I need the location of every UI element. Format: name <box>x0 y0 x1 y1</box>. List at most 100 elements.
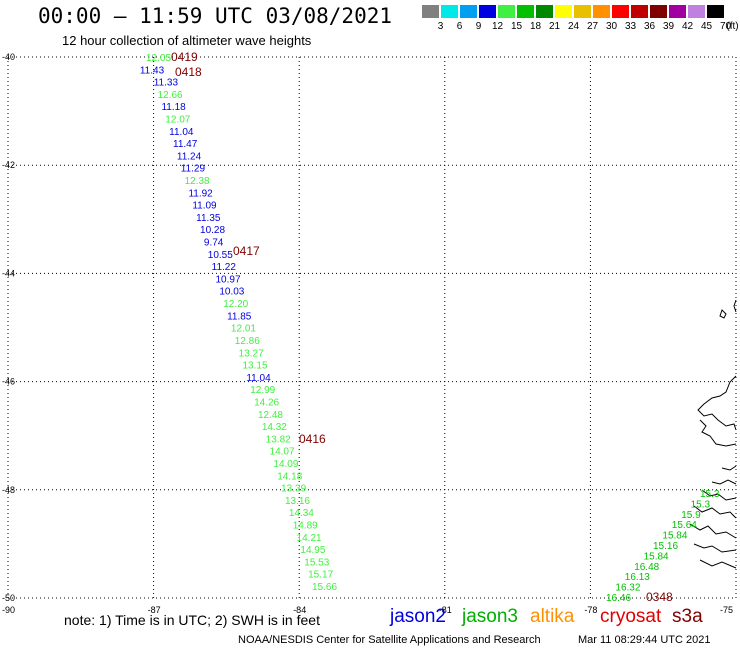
wave-height-value: 11.22 <box>212 262 237 273</box>
wave-height-value: 14.34 <box>289 508 314 519</box>
wave-height-value: 11.09 <box>192 201 217 212</box>
colorbar-swatch <box>536 5 553 18</box>
wave-height-value: 15.9 <box>681 510 701 521</box>
longitude-label: -78 <box>584 605 597 615</box>
wave-height-value: 14.18 <box>277 471 302 482</box>
colorbar-swatch <box>593 5 610 18</box>
wave-height-value: 12.01 <box>231 324 256 335</box>
latitude-label: -48 <box>2 485 15 495</box>
colorbar-swatch <box>479 5 496 18</box>
wave-height-value: 14.07 <box>270 447 295 458</box>
latitude-label: -44 <box>2 268 15 278</box>
wave-height-value: 12.07 <box>165 115 190 126</box>
longitude-label: -75 <box>720 605 733 615</box>
generated-timestamp: Mar 11 08:29:44 UTC 2021 <box>578 634 711 646</box>
wave-height-value: 15.66 <box>312 582 337 593</box>
map-title: 00:00 – 11:59 UTC 03/08/2021 <box>38 4 393 28</box>
coastline-segment <box>711 479 737 485</box>
colorbar-label: 24 <box>567 21 580 32</box>
colorbar-label: 45 <box>700 21 713 32</box>
wave-height-value: 10.55 <box>208 250 233 261</box>
wave-height-value: 15.64 <box>672 520 697 531</box>
colorbar-swatch <box>707 5 724 18</box>
colorbar-label: 42 <box>681 21 694 32</box>
legend-jason3: jason3 <box>462 606 518 627</box>
legend-cryosat: cryosat <box>600 606 662 627</box>
colorbar-swatch <box>517 5 534 18</box>
wave-height-value: 11.35 <box>196 213 221 224</box>
wave-height-value: 14.95 <box>300 545 325 556</box>
coastline-segment <box>719 309 727 319</box>
colorbar-swatch <box>612 5 629 18</box>
wave-height-value: 11.04 <box>246 373 271 384</box>
wave-height-value: 14.26 <box>254 397 279 408</box>
colorbar-swatch <box>422 5 439 18</box>
wave-height-value: 12.48 <box>258 410 283 421</box>
axis-labels: -40 -42 -44 -46 -48 -50 -90 -87 -84 -81 -78 -75 <box>2 52 733 615</box>
colorbar-unit: (ft) <box>726 21 739 32</box>
wave-height-value: 12.20 <box>223 299 248 310</box>
colorbar-label: 30 <box>605 21 618 32</box>
wave-height-value: 11.47 <box>173 139 198 150</box>
time-label: 0417 <box>233 244 260 258</box>
coastline-segment <box>699 559 737 569</box>
wave-height-value: 12.05 <box>146 53 171 64</box>
legend-jason2: jason2 <box>390 606 446 627</box>
wave-height-value: 15.3 <box>691 499 711 510</box>
wave-height-value: 16.48 <box>634 562 659 573</box>
wave-height-value: 15.84 <box>644 551 669 562</box>
wave-height-value: 13.16 <box>285 496 310 507</box>
colorbar-swatch <box>555 5 572 18</box>
colorbar-label: 18 <box>529 21 542 32</box>
wave-height-value: 10.97 <box>215 274 240 285</box>
wave-height-value: 13.82 <box>266 434 291 445</box>
wave-height-value: 13.27 <box>239 348 264 359</box>
colorbar-swatch <box>460 5 477 18</box>
legend-altika: altika <box>530 606 575 627</box>
colorbar-label: 70 <box>719 21 732 32</box>
wave-height-value: 14.89 <box>293 520 318 531</box>
colorbar-swatch <box>631 5 648 18</box>
wave-height-value: 12.66 <box>158 90 183 101</box>
longitude-label: -87 <box>148 605 161 615</box>
wave-height-value: 11.18 <box>161 102 186 113</box>
time-label: 0416 <box>299 432 326 446</box>
longitude-label: -84 <box>293 605 306 615</box>
wave-height-value: 10.03 <box>219 287 244 298</box>
latitude-label: -40 <box>2 52 15 62</box>
wave-height-value: 14.32 <box>262 422 287 433</box>
colorbar-swatch <box>669 5 686 18</box>
coastline <box>689 299 737 569</box>
wave-height-value: 10.28 <box>200 225 225 236</box>
wave-height-value: 11.43 <box>140 65 165 76</box>
lat-lon-grid <box>7 56 737 599</box>
wave-height-value: 12.86 <box>235 336 260 347</box>
colorbar-swatch <box>650 5 667 18</box>
wave-height-value: 15.16 <box>653 541 678 552</box>
colorbar-swatch <box>441 5 458 18</box>
wave-height-value: 11.29 <box>181 164 206 175</box>
wave-height-value: 15.3 <box>700 489 720 500</box>
colorbar-swatch <box>574 5 591 18</box>
colorbar-label: 9 <box>475 21 482 32</box>
wave-height-value: 11.04 <box>169 127 194 138</box>
coastline-segment <box>689 523 737 539</box>
time-label: 0419 <box>171 50 198 64</box>
wave-height-value: 14.09 <box>273 459 298 470</box>
wave-height-value: 16.46 <box>606 593 631 604</box>
wave-height-value: 15.84 <box>662 531 687 542</box>
colorbar-swatch <box>498 5 515 18</box>
latitude-label: -46 <box>2 377 15 387</box>
coastline-segment <box>697 375 737 431</box>
coastline-segment <box>733 299 737 313</box>
colorbar-label: 6 <box>456 21 463 32</box>
wave-height-value: 12.99 <box>250 385 275 396</box>
coastline-segment <box>721 465 737 471</box>
coastline-segment <box>693 505 737 519</box>
wave-height-value: 14.21 <box>297 533 322 544</box>
coastline-segment <box>701 489 737 501</box>
colorbar-label: 39 <box>662 21 675 32</box>
longitude-label: -81 <box>439 605 452 615</box>
colorbar-label: 15 <box>510 21 523 32</box>
wave-height-value: 11.33 <box>154 78 179 89</box>
